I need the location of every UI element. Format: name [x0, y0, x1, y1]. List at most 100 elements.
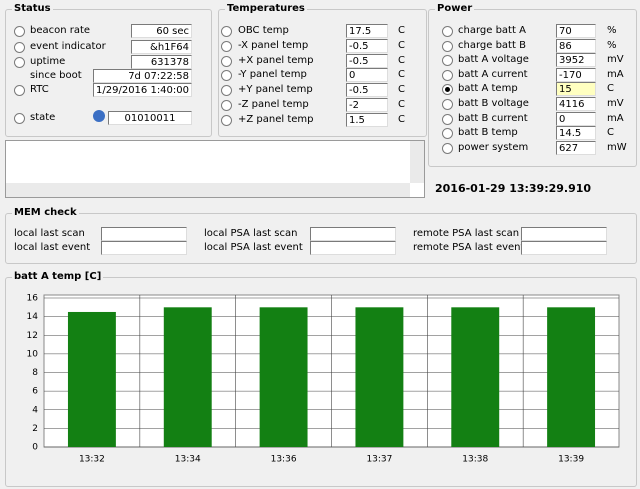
y-tick-label: 8 [32, 368, 38, 378]
value-field[interactable] [521, 227, 607, 241]
value-field[interactable]: -170 [556, 67, 596, 82]
group-title: Temperatures [225, 3, 307, 14]
field-label: batt A temp [458, 83, 518, 95]
field-label: local PSA last event [204, 242, 303, 253]
field-label: -Y panel temp [238, 69, 307, 81]
value-field[interactable] [310, 227, 396, 241]
value-field[interactable]: 01010011 [108, 111, 192, 125]
value-field[interactable]: 4116 [556, 97, 596, 111]
radio-button[interactable] [221, 85, 232, 97]
value-field[interactable]: -0.5 [346, 53, 388, 68]
radio-button[interactable] [14, 26, 25, 37]
x-tick-label: 13:38 [462, 455, 488, 465]
radio-button[interactable] [221, 40, 232, 52]
field-label: remote PSA last event [413, 242, 525, 253]
y-tick-label: 14 [27, 312, 39, 322]
value-field[interactable]: -2 [346, 98, 388, 112]
x-tick-label: 13:34 [175, 455, 201, 465]
field-label: -X panel temp [238, 39, 309, 51]
group-title: batt A temp [C] [12, 271, 104, 282]
radio-button[interactable] [442, 26, 453, 37]
radio-button[interactable] [221, 26, 232, 37]
value-field[interactable] [310, 241, 396, 255]
field-label: batt A current [458, 68, 528, 80]
field-label: charge batt B [458, 39, 526, 51]
value-field[interactable]: 86 [556, 38, 596, 53]
horizontal-scrollbar[interactable] [6, 183, 410, 197]
field-label: -Z panel temp [238, 99, 309, 110]
value-field[interactable]: &h1F64 [131, 40, 192, 54]
field-label: power system [458, 141, 529, 153]
field-label: OBC temp [238, 25, 289, 36]
y-tick-label: 2 [32, 424, 38, 434]
radio-button[interactable] [221, 55, 232, 67]
y-tick-label: 0 [32, 443, 38, 453]
radio-button[interactable] [14, 57, 25, 68]
value-field[interactable] [101, 227, 187, 241]
value-field[interactable]: 1.5 [346, 112, 388, 127]
info-icon[interactable] [93, 110, 105, 122]
radio-button[interactable] [221, 100, 232, 111]
field-label: +Y panel temp [238, 84, 313, 96]
x-tick-label: 13:36 [271, 455, 297, 465]
bar [451, 307, 500, 447]
unit-label: C [607, 127, 614, 139]
radio-button[interactable] [442, 84, 453, 96]
radio-button[interactable] [442, 55, 453, 67]
field-label: remote PSA last scan [413, 228, 520, 239]
unit-label: mA [607, 68, 624, 80]
value-field[interactable]: 60 sec [131, 24, 192, 38]
radio-button[interactable] [221, 70, 232, 82]
unit-label: C [398, 113, 405, 125]
chart: 0 2 4 6 8 10 12 14 16 13:32 13:34 13:36 13:37 13:38 13… [27, 294, 620, 465]
value-field[interactable]: 0 [346, 68, 388, 83]
field-label: batt B temp [458, 127, 518, 139]
field-label: batt B voltage [458, 98, 529, 109]
field-label: +X panel temp [238, 54, 314, 66]
value-field[interactable]: 7d 07:22:58 [93, 69, 192, 83]
radio-button[interactable] [14, 113, 25, 124]
radio-button[interactable] [14, 85, 25, 96]
value-field[interactable]: 15 [556, 82, 596, 97]
unit-label: % [607, 25, 617, 36]
value-field[interactable]: 14.5 [556, 126, 596, 141]
radio-button[interactable] [221, 114, 232, 126]
vertical-scrollbar[interactable] [410, 141, 424, 183]
field-label: batt B current [458, 112, 528, 124]
field-label: since boot [30, 70, 82, 81]
unit-label: C [607, 83, 614, 95]
value-field[interactable]: 3952 [556, 53, 596, 68]
unit-label: % [607, 39, 617, 51]
value-field[interactable] [521, 241, 607, 255]
value-field[interactable]: 0 [556, 111, 596, 126]
chart-group: batt A temp [C] [5, 271, 637, 487]
power-group: Power [428, 3, 637, 167]
unit-label: C [398, 25, 405, 36]
radio-button[interactable] [442, 113, 453, 125]
radio-button[interactable] [442, 128, 453, 140]
value-field[interactable] [101, 241, 187, 255]
radio-button[interactable] [442, 99, 453, 110]
unit-label: mA [607, 112, 624, 124]
temperatures-group: Temperatures [218, 3, 427, 137]
log-textbox[interactable] [5, 140, 425, 198]
value-field[interactable]: 70 [556, 24, 596, 38]
x-tick-label: 13:32 [79, 455, 105, 465]
field-label: charge batt A [458, 25, 526, 36]
field-label: uptime [30, 56, 66, 67]
radio-button[interactable] [14, 42, 25, 53]
value-field[interactable]: 631378 [131, 55, 192, 69]
unit-label: C [398, 54, 405, 66]
status-group: Status [5, 3, 212, 137]
field-label: beacon rate [30, 25, 91, 36]
value-field[interactable]: 1/29/2016 1:40:00 [93, 83, 192, 97]
radio-button[interactable] [442, 142, 453, 154]
radio-button[interactable] [442, 69, 453, 81]
field-label: RTC [30, 84, 49, 95]
value-field[interactable]: -0.5 [346, 83, 388, 98]
radio-button[interactable] [442, 40, 453, 52]
value-field[interactable]: 627 [556, 140, 596, 155]
value-field[interactable]: -0.5 [346, 38, 388, 53]
value-field[interactable]: 17.5 [346, 24, 388, 38]
